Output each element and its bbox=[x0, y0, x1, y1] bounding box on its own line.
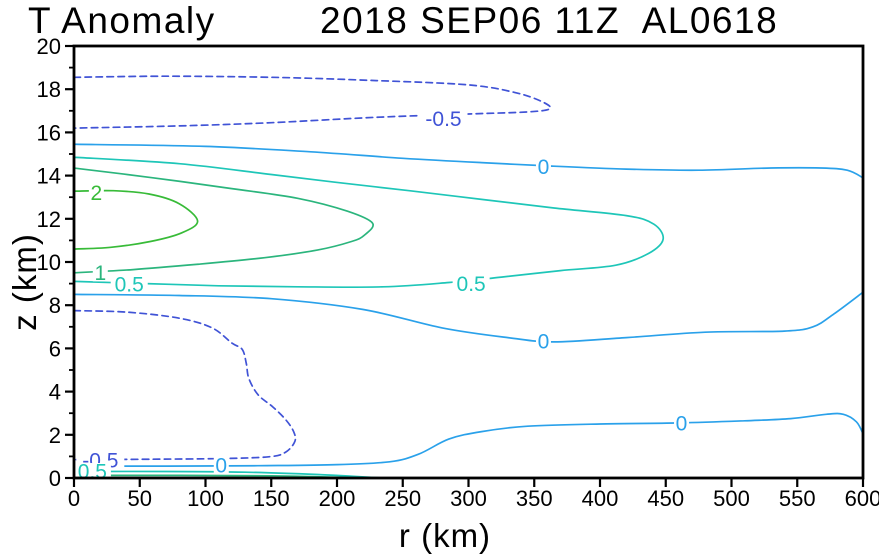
contour-label: 1 bbox=[94, 262, 106, 285]
contour-label: 0 bbox=[215, 455, 227, 478]
x-tick-label: 150 bbox=[253, 486, 290, 511]
contour-label-mask bbox=[535, 332, 551, 350]
y-tick-label: 6 bbox=[49, 336, 61, 361]
contour-line-1 bbox=[73, 167, 374, 274]
contour-label-mask bbox=[213, 457, 229, 475]
x-tick-label: 500 bbox=[713, 486, 750, 511]
x-tick-label: 50 bbox=[128, 486, 152, 511]
contour-label: 2 bbox=[91, 182, 103, 205]
x-tick-label: 300 bbox=[450, 486, 487, 511]
x-tick-label: 0 bbox=[68, 486, 80, 511]
contour-label-mask bbox=[452, 275, 490, 293]
contour-label-mask bbox=[110, 276, 148, 294]
y-axis-label: z (km) bbox=[6, 233, 43, 331]
contour-label: 0.5 bbox=[115, 274, 144, 297]
x-tick-label: 400 bbox=[582, 486, 619, 511]
chart-title: T Anomaly bbox=[28, 0, 216, 41]
y-tick-label: 16 bbox=[37, 120, 61, 145]
y-tick-label: 18 bbox=[37, 77, 61, 102]
contour-label-mask bbox=[73, 463, 111, 481]
contour-label: 0 bbox=[676, 413, 688, 436]
contour-label-mask bbox=[535, 158, 551, 176]
contour-line-0 bbox=[73, 291, 864, 343]
x-tick-label: 200 bbox=[319, 486, 356, 511]
x-tick-label: 250 bbox=[384, 486, 421, 511]
contour-label: -0.5 bbox=[425, 108, 461, 131]
contour-label-mask bbox=[88, 184, 104, 202]
x-tick-label: 550 bbox=[779, 486, 816, 511]
y-tick-label: 14 bbox=[37, 164, 61, 189]
plot-frame bbox=[72, 44, 865, 480]
x-axis-label: r (km) bbox=[398, 517, 492, 554]
contour-line-2 bbox=[73, 189, 199, 250]
y-tick-label: 20 bbox=[37, 34, 61, 59]
contour-line-0 bbox=[73, 412, 864, 467]
contour-label: 0 bbox=[538, 156, 550, 179]
x-tick-label: 350 bbox=[516, 486, 553, 511]
contour-label-mask bbox=[419, 110, 468, 128]
x-tick-label: 450 bbox=[647, 486, 684, 511]
contour-label: 0.5 bbox=[78, 461, 107, 484]
contour-line-0.5 bbox=[73, 156, 665, 289]
contour-line--0.5 bbox=[73, 309, 297, 461]
chart-datetime: 2018 SEP06 11Z AL0618 bbox=[320, 0, 779, 41]
contour-label-mask bbox=[674, 415, 690, 433]
contour-label: 0.5 bbox=[457, 273, 486, 296]
y-tick-label: 4 bbox=[49, 380, 61, 405]
y-tick-label: 10 bbox=[37, 250, 61, 275]
contour-line--0.5 bbox=[73, 75, 552, 129]
y-tick-label: 12 bbox=[37, 207, 61, 232]
y-tick-label: 8 bbox=[49, 293, 61, 318]
x-tick-label: 100 bbox=[187, 486, 224, 511]
contour-label-mask bbox=[92, 264, 108, 282]
y-tick-label: 0 bbox=[49, 466, 61, 491]
contour-label: 0 bbox=[538, 330, 550, 353]
x-tick-label: 600 bbox=[845, 486, 879, 511]
contour-line-0 bbox=[73, 143, 864, 179]
y-tick-label: 2 bbox=[49, 423, 61, 448]
contour-line-0.5 bbox=[73, 470, 384, 479]
